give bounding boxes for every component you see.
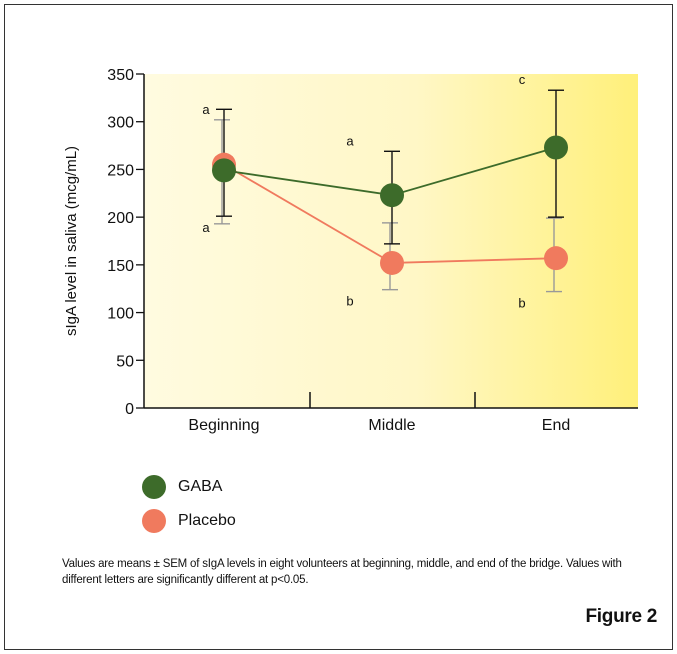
y-tick-label: 150: [107, 258, 134, 275]
data-point-gaba: [544, 135, 568, 160]
significance-letter-gaba: a: [346, 133, 354, 148]
y-tick-label: 50: [116, 353, 134, 370]
significance-letter-placebo: a: [202, 102, 210, 117]
y-tick-label: 200: [107, 210, 134, 227]
legend-label-gaba: GABA: [178, 478, 223, 495]
significance-letter-gaba: c: [519, 72, 526, 87]
y-tick-label: 350: [107, 67, 134, 84]
y-tick-label: 250: [107, 162, 134, 179]
data-point-gaba: [212, 158, 236, 183]
significance-letter-gaba: a: [202, 220, 210, 235]
y-tick-label: 300: [107, 115, 134, 132]
data-point-placebo: [380, 250, 404, 275]
y-axis-label: sIgA level in saliva (mcg/mL): [63, 146, 80, 336]
x-tick-label: Middle: [368, 417, 415, 434]
legend-item-gaba: GABA: [142, 470, 236, 504]
legend-swatch-gaba: [142, 475, 166, 499]
y-tick-label: 100: [107, 306, 134, 323]
plot-background: [144, 74, 638, 408]
legend: GABA Placebo: [142, 470, 236, 538]
y-tick-label: 0: [125, 401, 134, 418]
significance-letter-placebo: b: [518, 296, 525, 311]
data-point-placebo: [544, 246, 568, 271]
x-tick-label: Beginning: [188, 417, 259, 434]
significance-letter-placebo: b: [346, 294, 353, 309]
legend-swatch-placebo: [142, 509, 166, 533]
legend-label-placebo: Placebo: [178, 512, 236, 529]
legend-item-placebo: Placebo: [142, 504, 236, 538]
figure-caption: Values are means ± SEM of sIgA levels in…: [62, 558, 622, 586]
data-point-gaba: [380, 183, 404, 208]
x-tick-label: End: [542, 417, 570, 434]
figure-label: Figure 2: [585, 606, 657, 627]
